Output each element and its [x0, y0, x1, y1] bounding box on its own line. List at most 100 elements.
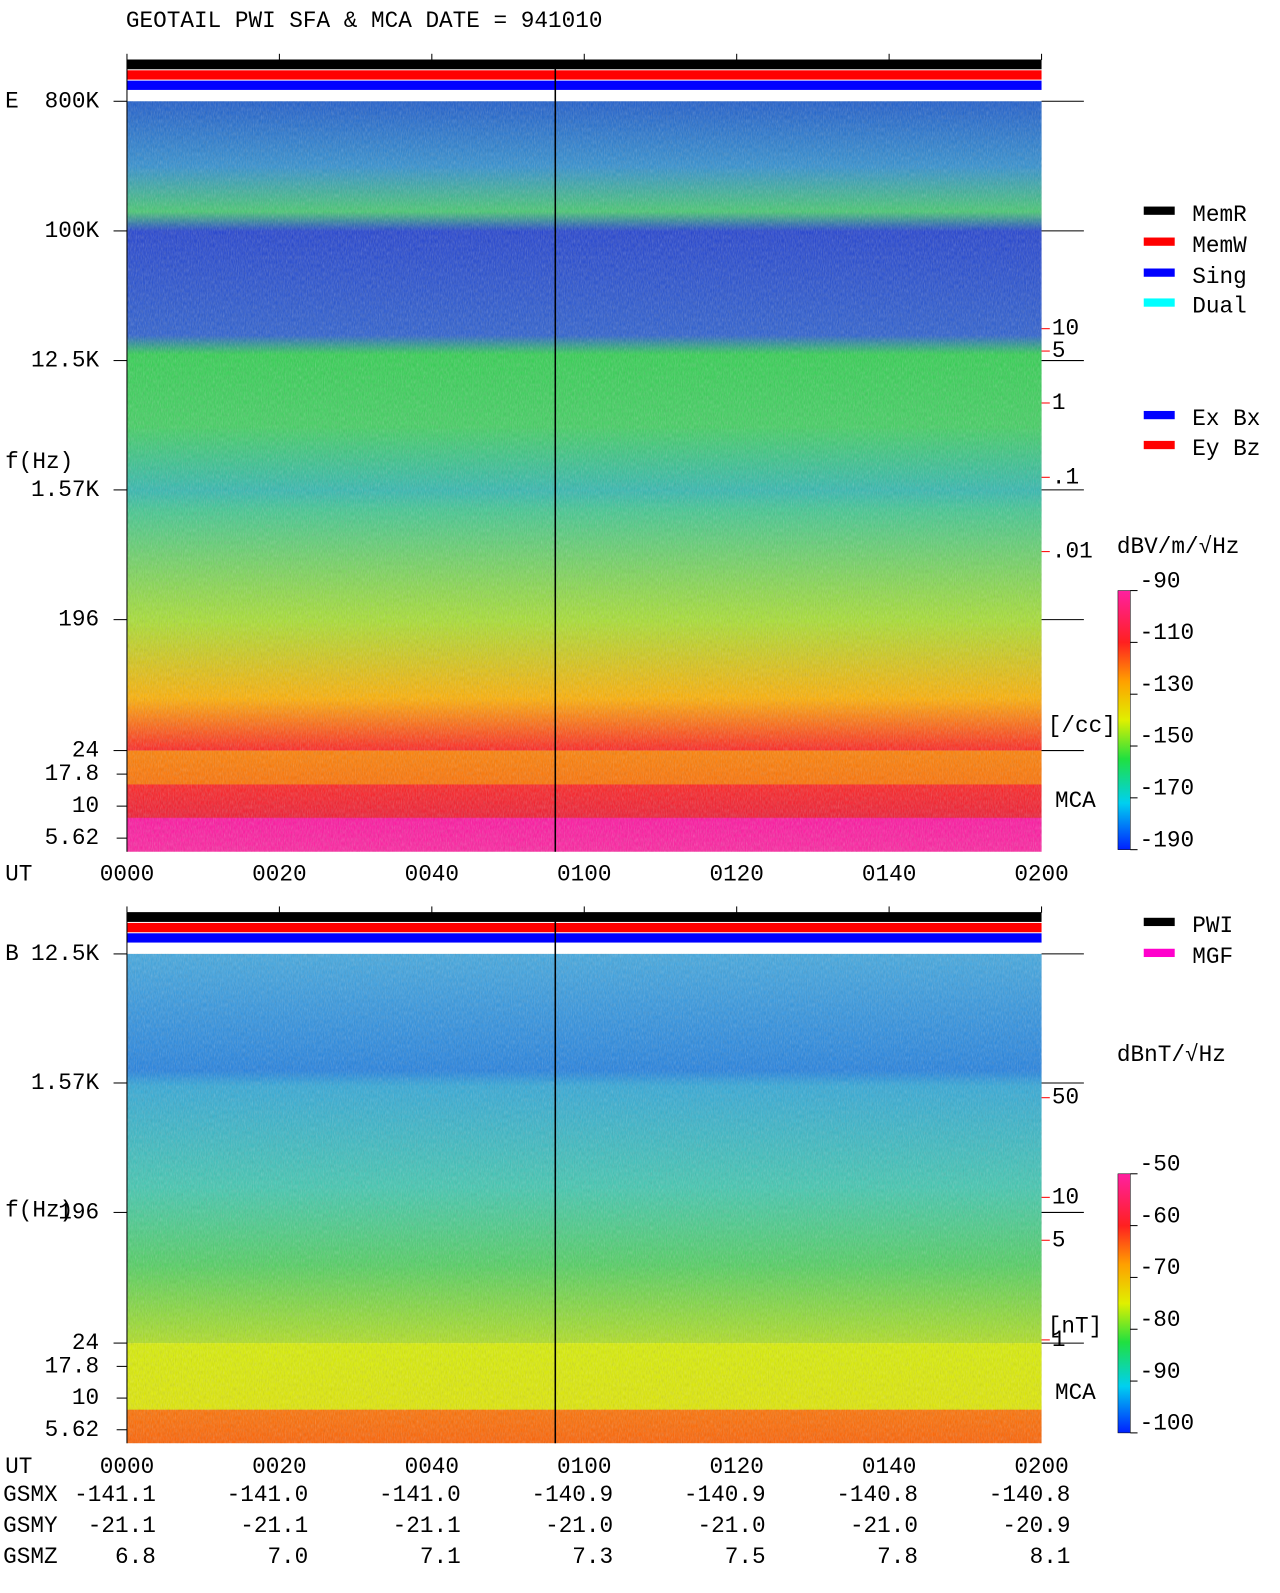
orbit-value: -21.1 [393, 1513, 461, 1539]
orbit-row-label: GSMY [3, 1513, 58, 1539]
y2-tick-label: 10 [1052, 316, 1079, 342]
y2-tick-label: .01 [1052, 539, 1093, 565]
y-tick-label: 196 [58, 1199, 99, 1225]
x-tick-label: 0040 [405, 861, 459, 887]
status-bar [126, 80, 1042, 90]
y-tick-label: 100K [45, 218, 100, 244]
y-tick-label: 12.5K [31, 941, 99, 967]
colorbar-tick-label: -110 [1140, 620, 1194, 646]
y-tick-label: 1.57K [31, 477, 99, 503]
y2-unit: [/cc] [1048, 713, 1116, 739]
x-tick-label: 0200 [1014, 861, 1068, 887]
orbit-value: -20.9 [1002, 1513, 1070, 1539]
legend-label: MemW [1192, 233, 1247, 259]
orbit-value: -140.9 [684, 1482, 766, 1508]
legend-label: PWI [1192, 913, 1233, 939]
y-axis-label: f(Hz) [5, 449, 73, 475]
x-tick-label: 0000 [100, 1454, 154, 1480]
y2-tick-label: 1 [1052, 390, 1066, 416]
y2-tick-label: 10 [1052, 1184, 1079, 1210]
mca-tick-label: 5.62 [45, 1417, 99, 1443]
legend-label: Dual [1192, 294, 1246, 320]
status-bar [126, 70, 1042, 80]
mca-noise [126, 1343, 1042, 1444]
orbit-value: -21.1 [240, 1513, 308, 1539]
title: GEOTAIL PWI SFA & MCA DATE = 941010 [126, 8, 603, 34]
colorbar-tick-label: -150 [1140, 724, 1194, 750]
status-bar [126, 922, 1042, 933]
legend-swatch [1143, 917, 1175, 927]
x-axis-label: UT [5, 861, 32, 887]
colorbar-tick-label: -70 [1140, 1255, 1181, 1281]
orbit-value: 6.8 [115, 1544, 156, 1570]
orbit-value: -21.0 [545, 1513, 613, 1539]
legend-swatch [1143, 440, 1175, 450]
orbit-value: 7.0 [267, 1544, 308, 1570]
legend-swatch [1143, 268, 1175, 277]
y2-tick-label: .1 [1052, 464, 1079, 490]
orbit-value: -141.0 [227, 1482, 309, 1508]
legend-label: MGF [1192, 944, 1233, 970]
x-tick-label: 0120 [709, 861, 763, 887]
orbit-value: -141.0 [379, 1482, 461, 1508]
colorbar-label: dBV/m/√Hz [1117, 534, 1240, 560]
mca-noise [126, 750, 1042, 852]
x-tick-label: 0120 [709, 1454, 763, 1480]
mca-tick-label: 10 [72, 1385, 99, 1411]
orbit-value: 7.8 [877, 1544, 918, 1570]
orbit-row-label: GSMX [3, 1482, 58, 1508]
x-axis-label: UT [5, 1454, 32, 1480]
y2-tick-label: 5 [1052, 1227, 1066, 1253]
y-tick-label: 1.57K [31, 1070, 99, 1096]
y2-unit: [nT] [1048, 1314, 1102, 1340]
y-tick-label: 24 [72, 1330, 99, 1356]
x-tick-label: 0020 [252, 861, 306, 887]
orbit-value: -141.1 [74, 1482, 156, 1508]
y-tick-label: 196 [58, 607, 99, 633]
x-tick-label: 0020 [252, 1454, 306, 1480]
colorbar-tick-label: -90 [1140, 568, 1181, 594]
orbit-value: 7.1 [420, 1544, 461, 1570]
orbit-value: -21.0 [850, 1513, 918, 1539]
orbit-value: -21.0 [698, 1513, 766, 1539]
colorbar-label: dBnT/√Hz [1117, 1042, 1226, 1068]
y-tick-label: 24 [72, 738, 99, 764]
legend-swatch [1143, 237, 1175, 246]
legend-swatch [1143, 410, 1175, 420]
colorbar-tick-label: -50 [1140, 1152, 1181, 1178]
spectrogram-noise [126, 953, 1042, 1344]
colorbar [1117, 1173, 1131, 1434]
mca-tick-label: 5.62 [45, 825, 99, 851]
orbit-value: 7.3 [572, 1544, 613, 1570]
x-tick-label: 0040 [405, 1454, 459, 1480]
y2-tick-label: 50 [1052, 1085, 1079, 1111]
orbit-value: 7.5 [725, 1544, 766, 1570]
legend-label: Ex Bx [1192, 406, 1260, 432]
colorbar-tick-label: -80 [1140, 1307, 1181, 1333]
y2-tick-label: 5 [1052, 338, 1066, 364]
mca-tick-label: 17.8 [45, 1353, 99, 1379]
mca-label: MCA [1055, 788, 1096, 814]
panel-label: E [5, 88, 19, 114]
orbit-value: -140.8 [836, 1482, 918, 1508]
legend-label: Sing [1192, 264, 1246, 290]
orbit-value: 8.1 [1030, 1544, 1071, 1570]
panel-label: B [5, 941, 19, 967]
mca-label: MCA [1055, 1380, 1096, 1406]
status-bar [126, 59, 1042, 70]
x-tick-label: 0200 [1014, 1454, 1068, 1480]
orbit-value: -140.8 [989, 1482, 1071, 1508]
y-tick-label: 12.5K [31, 348, 99, 374]
x-tick-label: 0000 [100, 861, 154, 887]
orbit-value: -21.1 [88, 1513, 156, 1539]
mca-tick-label: 10 [72, 793, 99, 819]
mca-tick-label: 17.8 [45, 761, 99, 787]
colorbar-tick-label: -130 [1140, 672, 1194, 698]
colorbar-tick-label: -90 [1140, 1359, 1181, 1385]
x-tick-label: 0100 [557, 861, 611, 887]
y-axis-label: f(Hz) [5, 1197, 73, 1223]
x-tick-label: 0140 [862, 861, 916, 887]
status-bar [126, 933, 1042, 943]
